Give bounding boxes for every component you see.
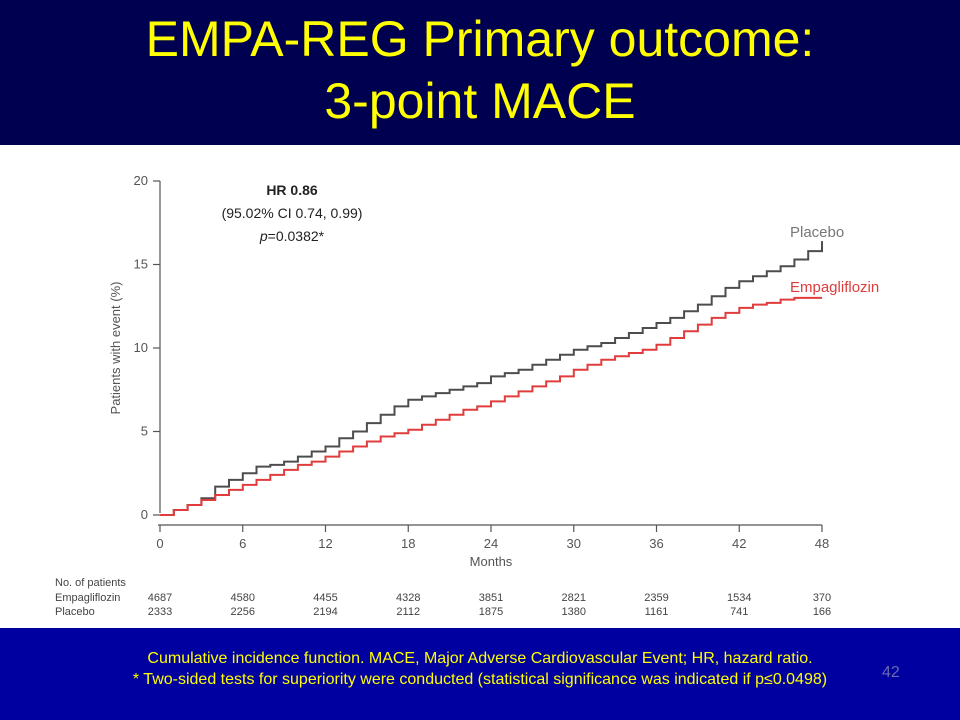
risk-count: 370 [813, 592, 831, 604]
risk-count: 2359 [644, 592, 668, 604]
footnote-line-2: * Two-sided tests for superiority were c… [132, 671, 828, 688]
risk-count: 2821 [562, 592, 586, 604]
hr-text: HR 0.86 [266, 182, 318, 198]
slide-title: EMPA-REG Primary outcome: 3-point MACE [0, 8, 960, 132]
hr-annotation: HR 0.86 (95.02% CI 0.74, 0.99) p=0.0382* [222, 182, 363, 244]
risk-count: 2112 [396, 606, 420, 618]
risk-count: 4328 [396, 592, 420, 604]
x-axis-label: Months [470, 554, 513, 569]
y-tick-label: 15 [134, 257, 148, 272]
y-tick-label: 10 [134, 340, 148, 355]
risk-row-label-empagliflozin: Empagliflozin [55, 592, 120, 604]
title-band: EMPA-REG Primary outcome: 3-point MACE [0, 0, 960, 145]
y-tick-label: 20 [134, 173, 148, 188]
chart-area: 0 5 10 15 20 Patients with event (%) 0 6 12 18 24 3… [0, 145, 960, 628]
risk-count: 741 [730, 606, 748, 618]
p-value-text: p=0.0382* [259, 228, 325, 244]
risk-count: 1875 [479, 606, 503, 618]
risk-table: No. of patients Empagliflozin Placebo 46… [55, 577, 831, 618]
x-tick-label: 18 [401, 536, 415, 551]
risk-count: 3851 [479, 592, 503, 604]
x-tick-label: 42 [732, 536, 746, 551]
y-axis-label: Patients with event (%) [108, 282, 123, 415]
series-label-empagliflozin: Empagliflozin [790, 279, 879, 296]
risk-count: 2194 [313, 606, 337, 618]
risk-table-header: No. of patients [55, 577, 126, 589]
risk-count: 166 [813, 606, 831, 618]
risk-count: 4455 [313, 592, 337, 604]
slide-title-line-1: EMPA-REG Primary outcome: [145, 11, 815, 67]
p-value: =0.0382* [268, 228, 325, 244]
series-line-placebo [160, 241, 823, 516]
ci-text: (95.02% CI 0.74, 0.99) [222, 205, 363, 221]
x-tick-label: 48 [815, 536, 829, 551]
cumulative-incidence-chart: 0 5 10 15 20 Patients with event (%) 0 6 12 18 24 3… [55, 173, 879, 618]
series-line-empagliflozin [160, 296, 822, 516]
x-tick-label: 36 [649, 536, 663, 551]
slide-title-line-2: 3-point MACE [324, 73, 636, 129]
x-tick-label: 6 [239, 536, 246, 551]
footnote: Cumulative incidence function. MACE, Maj… [0, 648, 960, 690]
risk-row-label-placebo: Placebo [55, 606, 95, 618]
risk-count: 1161 [645, 606, 669, 618]
slide-number: 42 [882, 664, 900, 681]
p-prefix: p [259, 228, 268, 244]
risk-count: 2256 [231, 606, 255, 618]
series-labels: Placebo Empagliflozin [790, 224, 879, 296]
series-group [160, 241, 823, 516]
x-tick-label: 12 [318, 536, 332, 551]
footnote-line-1: Cumulative incidence function. MACE, Maj… [147, 650, 813, 667]
x-tick-label: 0 [156, 536, 163, 551]
x-tick-label: 24 [484, 536, 498, 551]
axes: 0 5 10 15 20 Patients with event (%) 0 6 12 18 24 3… [108, 173, 829, 569]
x-tick-label: 30 [567, 536, 581, 551]
y-tick-label: 5 [141, 424, 148, 439]
series-label-placebo: Placebo [790, 224, 844, 241]
risk-count: 4687 [148, 592, 172, 604]
y-tick-label: 0 [141, 507, 148, 522]
footer-band: Cumulative incidence function. MACE, Maj… [0, 628, 960, 720]
risk-count: 2333 [148, 606, 172, 618]
risk-count: 1534 [727, 592, 751, 604]
risk-count: 1380 [562, 606, 586, 618]
risk-count: 4580 [231, 592, 255, 604]
